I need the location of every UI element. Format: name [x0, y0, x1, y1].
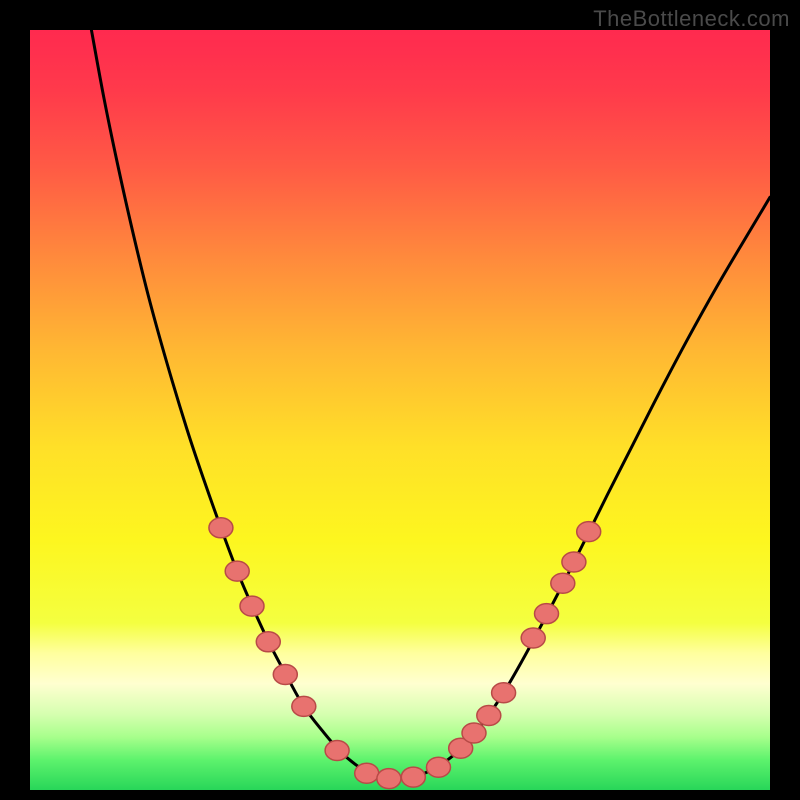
- data-marker: [535, 604, 559, 624]
- data-marker: [325, 740, 349, 760]
- data-marker: [225, 561, 249, 581]
- chart-svg: [30, 30, 770, 790]
- data-marker: [355, 763, 379, 783]
- data-marker: [492, 683, 516, 703]
- data-marker: [209, 518, 233, 538]
- data-marker: [240, 596, 264, 616]
- chart-container: TheBottleneck.com: [0, 0, 800, 800]
- data-marker: [462, 723, 486, 743]
- data-marker: [401, 767, 425, 787]
- data-marker: [377, 769, 401, 789]
- data-marker: [256, 632, 280, 652]
- plot-area: [30, 30, 770, 790]
- data-marker: [521, 628, 545, 648]
- watermark-text: TheBottleneck.com: [593, 6, 790, 32]
- data-marker: [551, 573, 575, 593]
- data-marker: [562, 552, 586, 572]
- gradient-background: [30, 30, 770, 790]
- data-marker: [477, 706, 501, 726]
- data-marker: [273, 664, 297, 684]
- data-marker: [577, 522, 601, 542]
- data-marker: [426, 757, 450, 777]
- data-marker: [292, 696, 316, 716]
